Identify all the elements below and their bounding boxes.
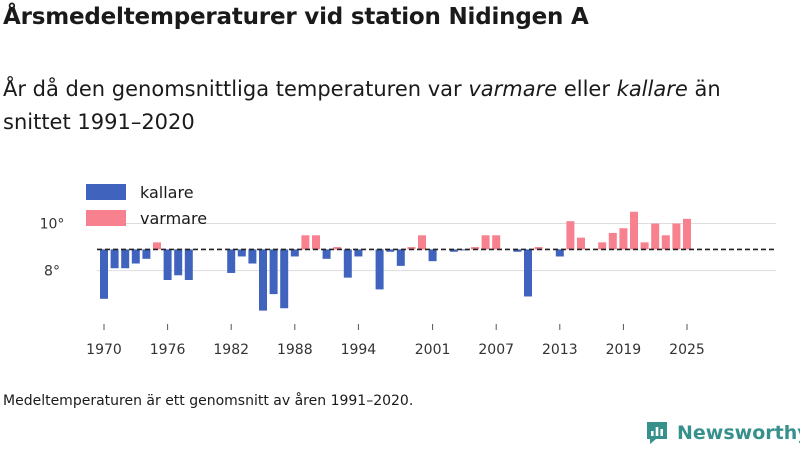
x-tick-label: 2025 xyxy=(669,342,705,358)
bar-2001 xyxy=(428,249,437,262)
legend-swatch-warmer xyxy=(86,210,126,226)
y-tick-label: 8° xyxy=(44,264,60,280)
bar-2006 xyxy=(481,235,490,250)
bar-1985 xyxy=(259,249,267,311)
legend-swatch-colder xyxy=(86,184,126,200)
bar-1986 xyxy=(269,249,278,295)
bar-1978 xyxy=(184,249,193,280)
subtitle-cold-word: kallare xyxy=(616,77,688,101)
bar-1997 xyxy=(386,249,395,252)
bar-2013 xyxy=(555,249,564,257)
bar-1994 xyxy=(354,249,363,257)
bar-1984 xyxy=(248,249,257,264)
bar-1975 xyxy=(153,242,161,250)
bar-1976 xyxy=(163,249,172,280)
bar-1996 xyxy=(375,249,384,290)
x-tick-label: 1982 xyxy=(213,342,249,358)
x-tick-label: 2013 xyxy=(542,342,578,358)
footnote: Medeltemperaturen är ett genomsnitt av å… xyxy=(3,393,414,409)
bar-1974 xyxy=(142,249,151,259)
bar-2007 xyxy=(492,235,501,250)
bar-2024 xyxy=(672,223,681,250)
legend-label-warmer: varmare xyxy=(140,209,207,228)
x-tick-label: 1976 xyxy=(150,342,186,358)
x-tick-label: 1994 xyxy=(341,342,377,358)
bar-2022 xyxy=(651,223,660,250)
bar-1977 xyxy=(174,249,183,276)
bar-1991 xyxy=(322,249,331,259)
bar-2023 xyxy=(661,235,670,250)
bar-1982 xyxy=(227,249,236,273)
chart-title: Årsmedeltemperaturer vid station Nidinge… xyxy=(3,4,589,30)
x-tick-label: 1988 xyxy=(277,342,313,358)
bar-2000 xyxy=(418,235,426,250)
bar-2009 xyxy=(513,249,522,252)
y-tick-label: 10° xyxy=(40,217,65,233)
bar-1990 xyxy=(312,235,320,250)
x-tick-label: 2007 xyxy=(478,342,514,358)
x-tick-label: 2019 xyxy=(606,342,642,358)
bar-2004 xyxy=(460,249,469,251)
bar-2010 xyxy=(524,249,532,297)
bar-1992 xyxy=(333,247,342,250)
subtitle-warm-word: varmare xyxy=(468,77,558,101)
subtitle-middle: eller xyxy=(557,77,617,101)
bar-2019 xyxy=(619,228,628,250)
subtitle-suffix: än snittet 1991–2020 xyxy=(3,77,721,134)
chart-subtitle: År då den genomsnittliga temperaturen va… xyxy=(3,73,793,139)
bar-1972 xyxy=(121,249,130,269)
newsworthy-logo[interactable]: Newsworthy xyxy=(645,420,800,446)
subtitle-prefix: År då den genomsnittliga temperaturen va… xyxy=(3,77,469,101)
legend-label-colder: kallare xyxy=(140,183,194,202)
bar-1998 xyxy=(396,249,405,266)
bar-1971 xyxy=(110,249,119,269)
bar-2025 xyxy=(683,218,691,250)
brand-name: Newsworthy xyxy=(677,422,800,444)
bar-2017 xyxy=(598,242,607,250)
bar-2014 xyxy=(566,221,575,250)
bar-2015 xyxy=(577,237,585,250)
bar-1987 xyxy=(280,249,289,309)
bar-1999 xyxy=(407,247,416,250)
x-tick-label: 1970 xyxy=(86,342,122,358)
bar-1973 xyxy=(131,249,140,264)
bar-2018 xyxy=(608,232,617,250)
bar-1989 xyxy=(301,235,310,250)
temperature-chart: 8° 10° 1970 1976 1982 1988 1994 2001 2007 2013 201… xyxy=(40,183,776,358)
newsworthy-icon xyxy=(647,422,667,444)
bar-2003 xyxy=(449,249,458,252)
bar-2021 xyxy=(640,242,649,250)
bar-1970 xyxy=(100,249,108,299)
bar-2020 xyxy=(630,211,638,250)
bar-2005 xyxy=(471,247,479,250)
bar-1988 xyxy=(290,249,299,257)
bar-1993 xyxy=(343,249,352,278)
x-tick-label: 2001 xyxy=(415,342,451,358)
bar-2011 xyxy=(534,247,543,250)
bar-1983 xyxy=(237,249,246,257)
